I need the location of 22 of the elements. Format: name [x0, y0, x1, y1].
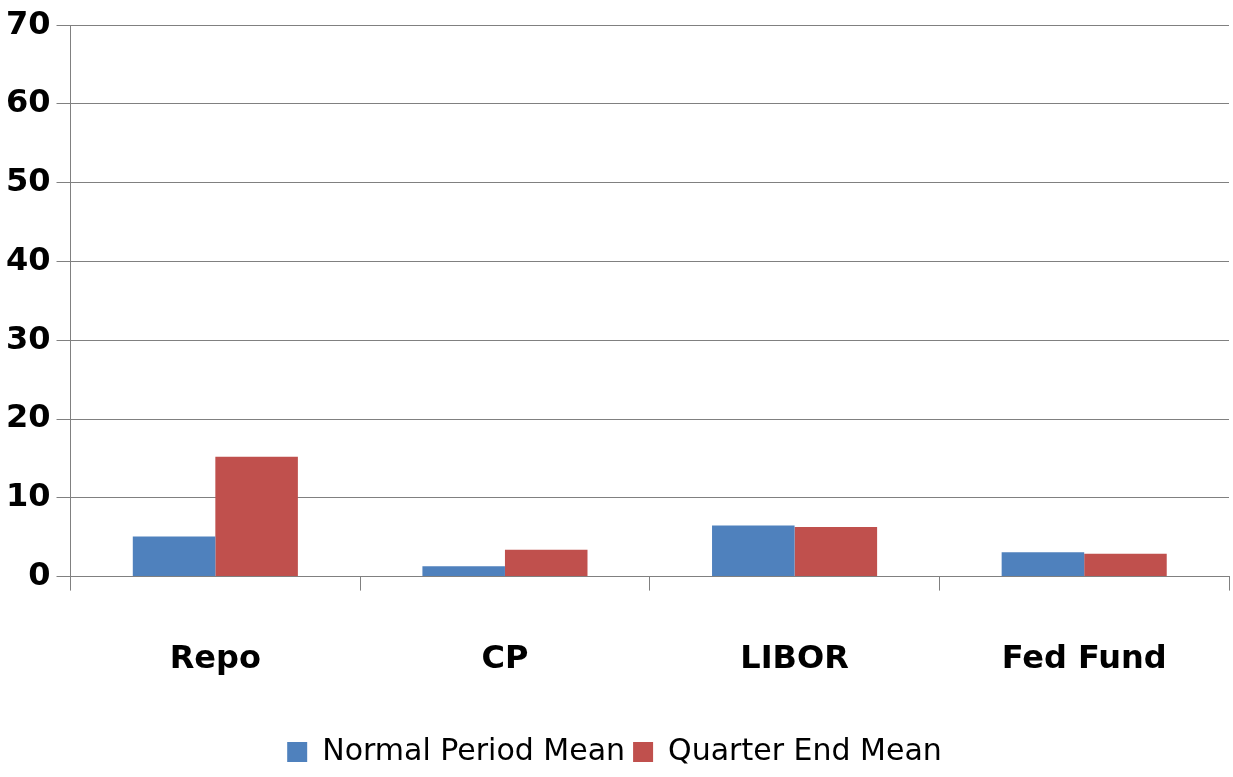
y-tick-label: 60 [6, 82, 51, 121]
bar [1084, 553, 1167, 577]
bar [1001, 552, 1085, 577]
bar [504, 549, 588, 577]
x-tick-label: CP [481, 638, 529, 677]
y-tick-label: 50 [6, 161, 51, 200]
bar [422, 566, 505, 577]
y-tick-label: 20 [6, 397, 51, 436]
y-tick-label: 30 [6, 318, 51, 357]
y-tick-label: 40 [6, 239, 51, 278]
bar [794, 526, 878, 577]
x-tick-label: Fed Fund [1001, 638, 1167, 677]
x-tick-label: LIBOR [740, 638, 849, 677]
legend-label: Normal Period Mean [322, 731, 626, 767]
bar [132, 536, 216, 577]
legend-label: Quarter End Mean [668, 731, 942, 767]
x-tick-label: Repo [169, 638, 261, 677]
y-tick-label: 0 [28, 554, 51, 593]
y-tick-label: 10 [6, 476, 51, 515]
bar [712, 525, 795, 577]
bar [215, 456, 298, 577]
y-tick-label: 70 [6, 3, 51, 42]
